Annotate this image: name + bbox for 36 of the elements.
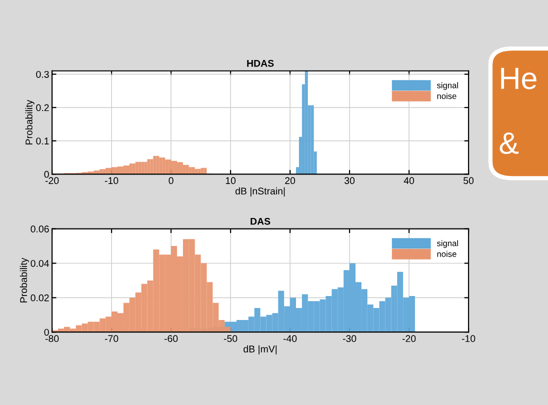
chart-title: HDAS (247, 60, 274, 67)
x-tick-label: -30 (342, 335, 356, 342)
x-axis-title: dB |mV| (244, 345, 277, 354)
text: He (501, 68, 536, 90)
x-tick-label: 10 (226, 177, 236, 184)
legend-label: signal (437, 240, 458, 248)
y-tick-label: 0.3 (36, 70, 49, 78)
x-axis-title: dB |nStrain| (235, 187, 285, 196)
y-tick-label: 0.2 (36, 104, 49, 112)
y-axis-title: Probability (20, 258, 29, 302)
x-tick-label: 30 (344, 177, 355, 184)
chart-title: DAS (250, 218, 270, 225)
x-tick-label: -10 (462, 335, 476, 342)
x-tick-label: 20 (285, 177, 296, 184)
y-tick-label: 0.06 (30, 226, 49, 232)
x-tick-label: -40 (283, 335, 297, 342)
legend-label: signal (437, 82, 458, 90)
x-tick-label: -10 (104, 177, 118, 184)
legend-label: noise (437, 92, 456, 100)
x-tick-label: -20 (45, 177, 59, 184)
x-tick-label: -20 (402, 335, 416, 342)
y-axis-title: Probability (25, 100, 34, 144)
x-tick-label: -80 (45, 335, 59, 342)
x-tick-label: -60 (164, 335, 178, 342)
y-tick-label: 0.04 (30, 260, 49, 267)
y-tick-label: 0.02 (30, 294, 49, 302)
legend-label: noise (437, 250, 456, 257)
y-tick-label: 0 (44, 328, 49, 336)
x-tick-label: 0 (168, 177, 174, 184)
x-tick-label: -50 (224, 335, 238, 342)
x-tick-label: 50 (464, 177, 474, 184)
text: & (500, 132, 519, 154)
x-tick-label: 40 (404, 177, 414, 184)
y-tick-label: 0.1 (36, 138, 49, 144)
x-tick-label: -70 (104, 335, 118, 342)
y-tick-label: 0 (44, 170, 49, 178)
